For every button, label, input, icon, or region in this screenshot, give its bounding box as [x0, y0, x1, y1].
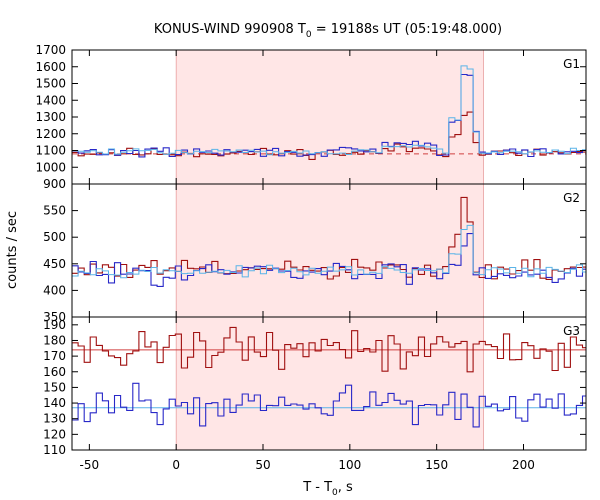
series-blue [72, 73, 586, 158]
y-tick-label: 170 [43, 349, 66, 363]
shaded-interval [176, 50, 484, 184]
chart-title: KONUS-WIND 990908 T0 = 19188s UT (05:19:… [154, 22, 502, 40]
chart-title-sub: 0 [306, 30, 312, 40]
panel-label: G1 [563, 57, 580, 71]
x-axis-label-rest: , s [338, 480, 353, 495]
y-tick-label: 150 [43, 380, 66, 394]
y-tick-label: 1300 [35, 110, 66, 124]
y-tick-label: 110 [43, 443, 66, 457]
x-axis-label-sub: 0 [332, 488, 338, 498]
x-tick-label: 0 [172, 458, 180, 472]
shaded-interval [176, 184, 484, 317]
series-blue [72, 382, 586, 428]
panel-label: G3 [563, 324, 580, 338]
y-tick-label: 550 [43, 204, 66, 218]
x-tick-label: 150 [425, 458, 448, 472]
panel-g1: 900 1000 1100 1200 1300 1400 1500 1600 1700 G1 [35, 43, 587, 191]
y-tick-label: 900 [43, 177, 66, 191]
y-tick-label: 190 [43, 318, 66, 332]
series-blue [72, 233, 586, 287]
plot-panels: 90010001100120013001400150016001700G1350… [35, 43, 587, 472]
y-tick-label: 400 [43, 283, 66, 297]
series-cyan [72, 224, 586, 279]
series-cyan [72, 65, 586, 156]
panel-frame [71, 316, 587, 451]
y-tick-label: 140 [43, 396, 66, 410]
y-tick-label: 130 [43, 412, 66, 426]
chart-title-main: KONUS-WIND 990908 T [154, 22, 306, 37]
y-tick-label: 500 [43, 230, 66, 244]
x-tick-label: -50 [80, 458, 100, 472]
x-axis-label-main: T - T [302, 480, 332, 495]
y-axis-label: counts / sec [5, 211, 20, 289]
panel-plot-area [72, 65, 586, 160]
y-tick-label: 1500 [35, 77, 66, 91]
series-red [72, 196, 586, 280]
y-tick-label: 350 [43, 310, 66, 324]
y-tick-label: 180 [43, 333, 66, 347]
y-tick-label: 1000 [35, 160, 66, 174]
x-tick-label: 200 [512, 458, 535, 472]
panel-plot-area [72, 326, 586, 428]
x-tick-label: 50 [255, 458, 270, 472]
series-red [72, 326, 586, 373]
y-tick-label: 450 [43, 257, 66, 271]
panel-plot-area [72, 196, 586, 287]
y-tick-label: 1400 [35, 93, 66, 107]
y-tick-label: 1100 [35, 144, 66, 158]
y-tick-label: 1200 [35, 127, 66, 141]
x-tick-label: 100 [338, 458, 361, 472]
y-tick-label: 1600 [35, 60, 66, 74]
shaded-interval [176, 317, 484, 450]
x-axis-label: T - T0, s [302, 480, 353, 498]
y-tick-label: 1700 [35, 43, 66, 57]
y-tick-label: 160 [43, 365, 66, 379]
chart-title-rest: = 19188s UT (05:19:48.000) [312, 22, 502, 37]
y-tick-label: 120 [43, 427, 66, 441]
panel-g2: 350 400 450 500 550 G2 [43, 183, 587, 324]
panel-label: G2 [563, 191, 580, 205]
